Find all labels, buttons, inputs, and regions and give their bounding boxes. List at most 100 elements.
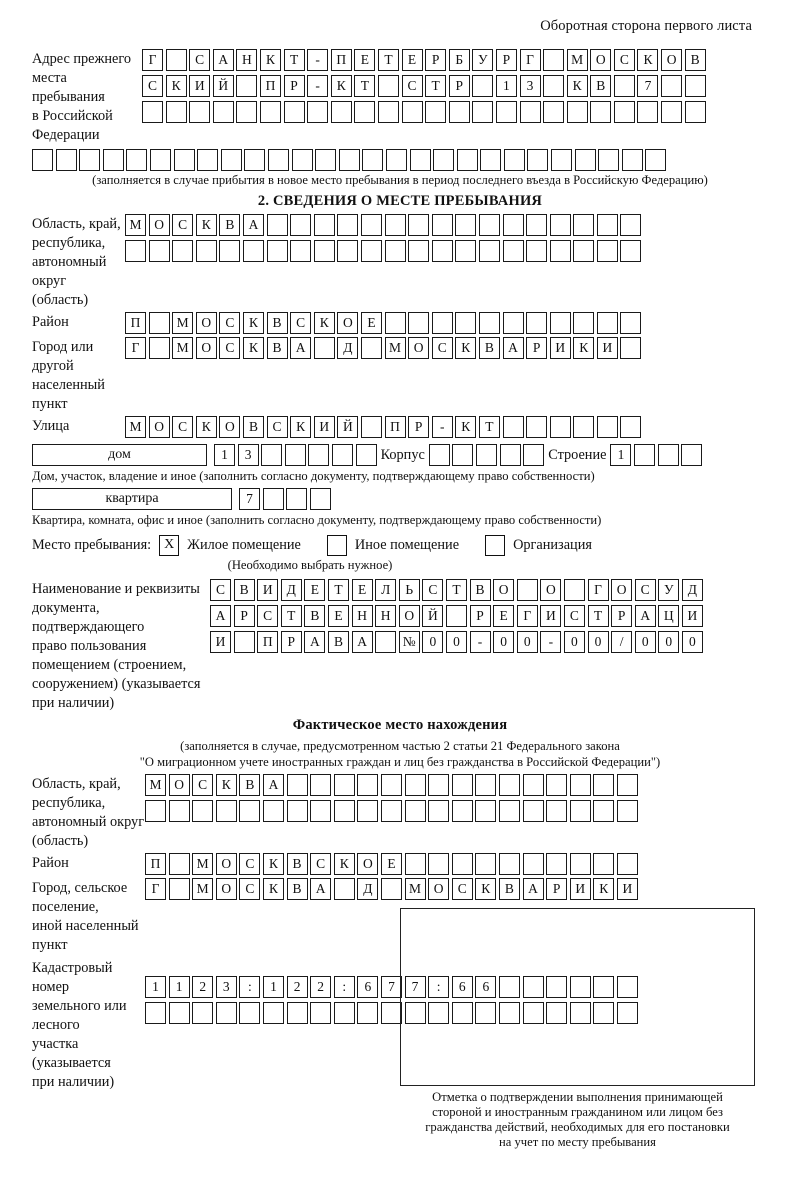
- char-cell[interactable]: [472, 75, 494, 97]
- char-cell[interactable]: М: [192, 852, 214, 875]
- char-cell[interactable]: [574, 149, 596, 171]
- char-cell[interactable]: [475, 1001, 497, 1024]
- char-cell[interactable]: [333, 1001, 355, 1024]
- char-cell[interactable]: А: [290, 337, 312, 359]
- char-cell[interactable]: -: [431, 416, 453, 438]
- char-cell[interactable]: О: [540, 578, 562, 601]
- char-cell[interactable]: [291, 149, 313, 171]
- char-cell[interactable]: У: [658, 578, 680, 601]
- char-cell[interactable]: [338, 149, 360, 171]
- char-cell[interactable]: В: [469, 578, 491, 601]
- char-cell[interactable]: Н: [236, 49, 258, 71]
- char-cell[interactable]: [455, 214, 477, 236]
- char-cell[interactable]: Т: [587, 604, 609, 627]
- char-cell[interactable]: [330, 101, 352, 123]
- char-cell[interactable]: А: [634, 604, 656, 627]
- char-cell[interactable]: 0: [445, 630, 467, 653]
- char-cell[interactable]: [261, 444, 283, 466]
- char-cell[interactable]: [355, 444, 377, 466]
- char-cell[interactable]: К: [313, 312, 335, 334]
- char-cell[interactable]: Р: [546, 877, 568, 900]
- char-cell[interactable]: [125, 240, 146, 262]
- char-cell[interactable]: [375, 630, 397, 653]
- char-cell[interactable]: Е: [493, 604, 515, 627]
- char-cell[interactable]: Г: [145, 877, 166, 900]
- char-cell[interactable]: Р: [408, 416, 430, 438]
- char-cell[interactable]: [498, 975, 520, 998]
- char-cell[interactable]: [401, 101, 423, 123]
- char-cell[interactable]: [313, 240, 335, 262]
- char-cell[interactable]: [428, 852, 450, 875]
- char-cell[interactable]: С: [189, 49, 211, 71]
- char-cell[interactable]: 7: [404, 975, 426, 998]
- char-cell[interactable]: М: [404, 877, 426, 900]
- char-cell[interactable]: [266, 240, 288, 262]
- char-cell[interactable]: [549, 240, 571, 262]
- char-cell[interactable]: Е: [304, 578, 326, 601]
- char-cell[interactable]: [425, 101, 447, 123]
- char-cell[interactable]: [645, 149, 667, 171]
- char-cell[interactable]: С: [451, 877, 473, 900]
- char-cell[interactable]: И: [189, 75, 211, 97]
- char-cell[interactable]: 0: [516, 630, 538, 653]
- char-cell[interactable]: 7: [380, 975, 402, 998]
- char-cell[interactable]: В: [684, 49, 706, 71]
- char-cell[interactable]: Й: [422, 604, 444, 627]
- char-cell[interactable]: 7: [239, 488, 260, 511]
- char-cell[interactable]: [573, 214, 595, 236]
- char-cell[interactable]: [409, 149, 431, 171]
- char-cell[interactable]: И: [596, 337, 618, 359]
- char-cell[interactable]: И: [257, 578, 279, 601]
- char-cell[interactable]: Г: [142, 49, 163, 71]
- char-cell[interactable]: [616, 975, 638, 998]
- char-cell[interactable]: [596, 214, 618, 236]
- char-cell[interactable]: [404, 799, 426, 822]
- char-cell[interactable]: [499, 444, 521, 466]
- char-cell[interactable]: [472, 101, 494, 123]
- char-cell[interactable]: [476, 444, 498, 466]
- char-cell[interactable]: [495, 101, 517, 123]
- char-cell[interactable]: С: [210, 578, 231, 601]
- char-cell[interactable]: Ц: [658, 604, 680, 627]
- char-cell[interactable]: [620, 416, 642, 438]
- char-cell[interactable]: В: [478, 337, 500, 359]
- char-cell[interactable]: Р: [425, 49, 447, 71]
- char-cell[interactable]: Т: [327, 578, 349, 601]
- char-cell[interactable]: [236, 75, 258, 97]
- char-cell[interactable]: О: [661, 49, 683, 71]
- char-cell[interactable]: О: [148, 214, 170, 236]
- char-cell[interactable]: С: [422, 578, 444, 601]
- char-cell[interactable]: [408, 214, 430, 236]
- char-cell[interactable]: А: [212, 49, 234, 71]
- char-cell[interactable]: [192, 799, 214, 822]
- char-cell[interactable]: В: [286, 877, 308, 900]
- char-cell[interactable]: А: [210, 604, 231, 627]
- char-cell[interactable]: [593, 773, 615, 796]
- char-cell[interactable]: [428, 799, 450, 822]
- char-cell[interactable]: [573, 312, 595, 334]
- char-cell[interactable]: 0: [587, 630, 609, 653]
- char-cell[interactable]: [546, 799, 568, 822]
- char-cell[interactable]: С: [172, 416, 194, 438]
- char-cell[interactable]: [309, 488, 331, 511]
- char-cell[interactable]: И: [313, 416, 335, 438]
- char-cell[interactable]: [404, 1001, 426, 1024]
- char-cell[interactable]: [377, 75, 399, 97]
- char-cell[interactable]: [431, 214, 453, 236]
- char-cell[interactable]: [502, 240, 524, 262]
- char-cell[interactable]: О: [428, 877, 450, 900]
- char-cell[interactable]: [337, 214, 359, 236]
- char-cell[interactable]: 0: [422, 630, 444, 653]
- char-cell[interactable]: С: [239, 852, 261, 875]
- char-cell[interactable]: В: [304, 604, 326, 627]
- char-cell[interactable]: Й: [212, 75, 234, 97]
- char-cell[interactable]: [546, 975, 568, 998]
- char-cell[interactable]: [620, 312, 642, 334]
- char-cell[interactable]: О: [219, 416, 241, 438]
- char-cell[interactable]: Р: [611, 604, 633, 627]
- char-cell[interactable]: К: [259, 49, 281, 71]
- char-cell[interactable]: [360, 337, 382, 359]
- char-cell[interactable]: [522, 799, 544, 822]
- char-cell[interactable]: И: [540, 604, 562, 627]
- char-cell[interactable]: В: [233, 578, 255, 601]
